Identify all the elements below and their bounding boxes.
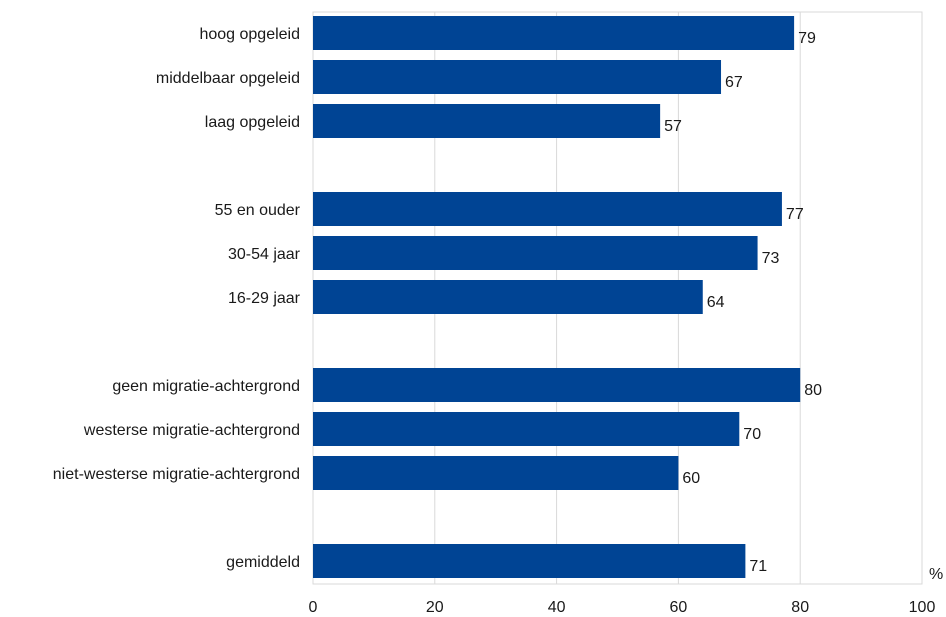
category-label: niet-westerse migratie-achtergrond [53, 466, 300, 483]
bar [313, 236, 758, 270]
value-labels: 79 67 57 77 73 64 80 70 60 71 [664, 30, 822, 575]
data-label: 70 [743, 426, 761, 443]
category-label: gemiddeld [226, 554, 300, 571]
data-label: 77 [786, 206, 804, 223]
x-tick-label: 60 [670, 599, 688, 616]
category-label: middelbaar opgeleid [156, 70, 300, 87]
category-label: westerse migratie-achtergrond [83, 422, 300, 439]
data-label: 64 [707, 294, 725, 311]
bar [313, 280, 703, 314]
bar [313, 104, 661, 138]
category-label: geen migratie-achtergrond [112, 378, 300, 395]
data-label: 57 [664, 118, 682, 135]
data-label: 67 [725, 74, 743, 91]
bar [313, 16, 795, 50]
data-label: 79 [798, 30, 816, 47]
bars [313, 16, 801, 578]
category-label: 30-54 jaar [228, 246, 301, 263]
data-label: 71 [749, 558, 767, 575]
bar [313, 368, 801, 402]
bar [313, 192, 782, 226]
x-tick-label: 100 [909, 599, 936, 616]
category-label: laag opgeleid [205, 114, 300, 131]
unit-label: % [929, 566, 943, 583]
data-label: 73 [762, 250, 780, 267]
x-tick-label: 80 [791, 599, 809, 616]
x-tick-label: 40 [548, 599, 566, 616]
category-label: hoog opgeleid [199, 26, 300, 43]
data-label: 60 [682, 470, 700, 487]
x-tick-label: 0 [309, 599, 318, 616]
bar [313, 456, 679, 490]
data-label: 80 [804, 382, 822, 399]
x-axis-ticks: 0 20 40 60 80 100 [309, 599, 936, 616]
x-tick-label: 20 [426, 599, 444, 616]
bar [313, 412, 740, 446]
category-label: 16-29 jaar [228, 290, 301, 307]
bar [313, 60, 722, 94]
category-labels: hoog opgeleid middelbaar opgeleid laag opg… [53, 26, 301, 571]
category-label: 55 en ouder [215, 202, 301, 219]
bar [313, 544, 746, 578]
